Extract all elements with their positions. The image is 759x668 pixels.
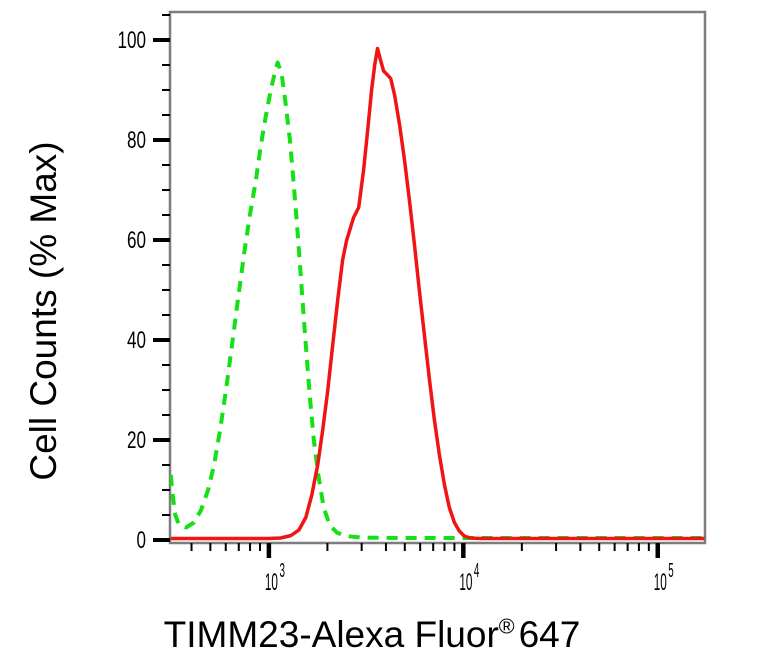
x-axis-title-suffix: 647	[518, 614, 581, 655]
y-tick-label: 100	[118, 27, 147, 54]
y-tick-label: 0	[137, 527, 147, 554]
x-tick-label: 105	[654, 560, 674, 596]
x-tick-label: 104	[459, 560, 479, 596]
y-tick-label: 20	[127, 427, 146, 454]
red-solid-curve	[170, 46, 705, 541]
y-tick-label: 40	[127, 327, 146, 354]
x-tick-label: 103	[265, 560, 285, 596]
green-dashed-curve	[170, 60, 705, 540]
x-axis-title-text: TIMM23-Alexa Fluor	[163, 614, 499, 655]
y-axis-title: Cell Counts (% Max)	[23, 141, 64, 481]
x-axis-title: TIMM23-Alexa Fluor® 647	[164, 614, 581, 656]
plot-frame	[168, 10, 707, 545]
registered-trademark-symbol: ®	[498, 614, 515, 639]
y-tick-label: 80	[127, 127, 146, 154]
y-tick-label: 60	[127, 227, 146, 254]
